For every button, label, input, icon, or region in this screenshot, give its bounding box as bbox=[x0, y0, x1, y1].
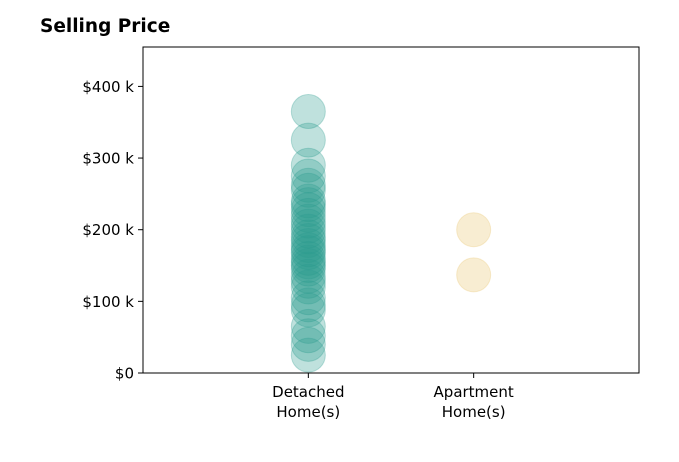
data-point bbox=[290, 308, 326, 344]
x-tick-label: Apartment Home(s) bbox=[434, 383, 514, 421]
data-point bbox=[456, 257, 492, 293]
data-point bbox=[290, 203, 326, 239]
data-point bbox=[290, 292, 326, 328]
data-point bbox=[290, 258, 326, 294]
data-point bbox=[456, 212, 492, 248]
data-point bbox=[290, 187, 326, 223]
y-tick-label: $0 bbox=[115, 365, 134, 383]
data-point bbox=[290, 122, 326, 158]
plot-frame bbox=[142, 46, 640, 374]
data-point bbox=[290, 219, 326, 255]
y-axis: $0 $100 k $200 k $300 k $400 k bbox=[82, 78, 143, 383]
x-tick-label: Detached Home(s) bbox=[272, 383, 344, 421]
y-tick-label: $200 k bbox=[82, 221, 134, 239]
data-point bbox=[290, 240, 326, 276]
y-tick-label: $400 k bbox=[82, 78, 134, 96]
chart-title: Selling Price bbox=[40, 16, 171, 37]
data-point bbox=[290, 287, 326, 323]
data-point bbox=[290, 337, 326, 373]
data-point bbox=[290, 232, 326, 268]
data-point bbox=[290, 208, 326, 244]
data-point bbox=[290, 167, 326, 203]
data-point bbox=[290, 326, 326, 362]
data-point bbox=[290, 251, 326, 287]
data-point bbox=[290, 227, 326, 263]
data-point bbox=[290, 235, 326, 271]
x-axis: Detached Home(s) Apartment Home(s) bbox=[272, 373, 514, 421]
data-points bbox=[290, 93, 492, 373]
data-point bbox=[290, 93, 326, 129]
data-point bbox=[290, 183, 326, 219]
data-point bbox=[290, 244, 326, 280]
data-point bbox=[290, 280, 326, 316]
data-point bbox=[290, 248, 326, 284]
data-point bbox=[290, 147, 326, 183]
data-point bbox=[290, 263, 326, 299]
data-point bbox=[290, 158, 326, 194]
data-point bbox=[290, 213, 326, 249]
data-point bbox=[290, 197, 326, 233]
data-point bbox=[290, 172, 326, 208]
data-point bbox=[290, 318, 326, 354]
data-point bbox=[290, 269, 326, 305]
data-point bbox=[290, 192, 326, 228]
y-tick-label: $300 k bbox=[82, 150, 134, 168]
data-point bbox=[290, 222, 326, 258]
y-tick-label: $100 k bbox=[82, 293, 134, 311]
